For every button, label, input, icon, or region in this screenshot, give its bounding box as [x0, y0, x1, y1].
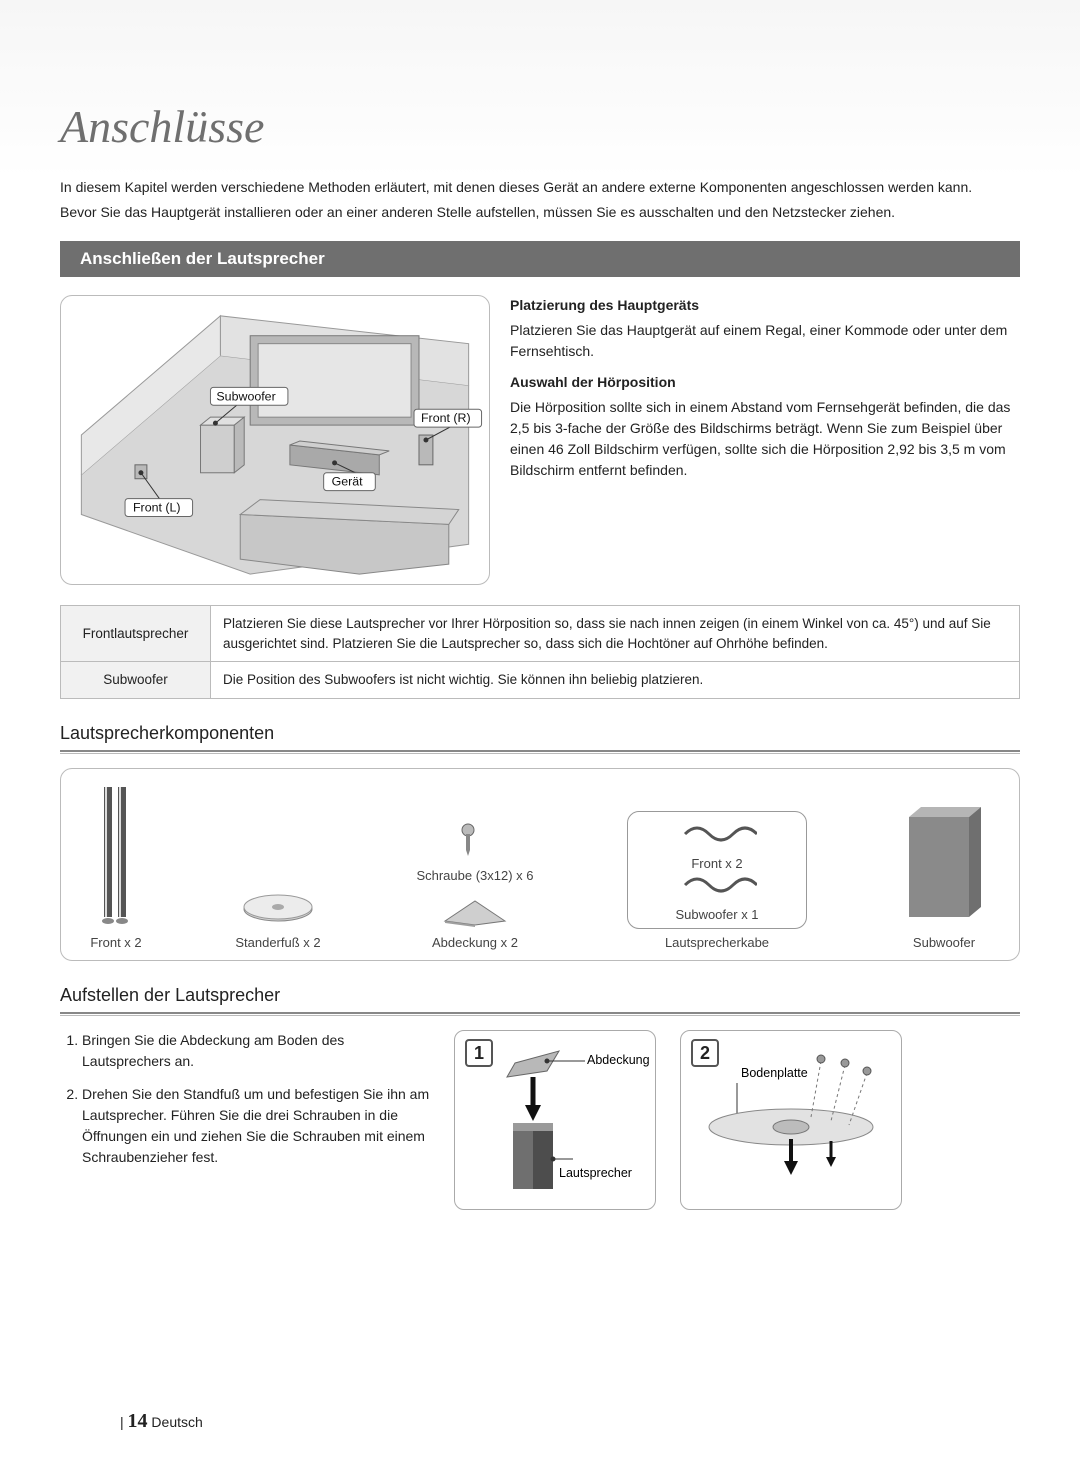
page-number: 14	[128, 1410, 148, 1432]
step1-abdeckung-label: Abdeckung	[587, 1053, 650, 1067]
room-label-front-l: Front (L)	[133, 501, 181, 515]
divider	[60, 1012, 1020, 1014]
step-diagram-2: 2 Bodenplatte	[680, 1030, 902, 1210]
placement-head2: Auswahl der Hörposition	[510, 372, 1020, 393]
divider	[60, 753, 1020, 754]
step-diagram-1: 1 Abdeckung Lautsprecher	[454, 1030, 656, 1210]
room-and-placement: Subwoofer Front (R) Gerät Front (L) Plat…	[60, 295, 1020, 585]
step-1-number: 1	[465, 1039, 493, 1067]
divider	[60, 750, 1020, 752]
comp-cable-box: Front x 2 Subwoofer x 1 Lautsprecherkabe	[627, 811, 807, 950]
manual-page: Anschlüsse In diesem Kapitel werden vers…	[0, 0, 1080, 1479]
divider	[60, 1015, 1020, 1016]
table-th-sub: Subwoofer	[61, 662, 211, 699]
table-row: Subwoofer Die Position des Subwoofers is…	[61, 662, 1020, 699]
comp-stand: Standerfuß x 2	[233, 887, 323, 950]
table-row: Frontlautsprecher Platzieren Sie diese L…	[61, 606, 1020, 662]
placement-body2: Die Hörposition sollte sich in einem Abs…	[510, 397, 1020, 481]
step-2-text: Drehen Sie den Standfuß um und befestige…	[82, 1084, 430, 1168]
room-diagram: Subwoofer Front (R) Gerät Front (L)	[60, 295, 490, 585]
comp-subwoofer-label: Subwoofer	[889, 935, 999, 950]
intro-p1: In diesem Kapitel werden verschiedene Me…	[60, 177, 1020, 198]
components-box: Front x 2 Standerfuß x 2 Schraube (3x12)	[60, 768, 1020, 961]
comp-front-label: Front x 2	[81, 935, 151, 950]
room-label-front-r: Front (R)	[421, 411, 471, 425]
intro-block: In diesem Kapitel werden verschiedene Me…	[60, 177, 1020, 223]
room-label-subwoofer: Subwoofer	[216, 389, 275, 403]
step-1-text: Bringen Sie die Abdeckung am Boden des L…	[82, 1030, 430, 1072]
subsection-setup: Aufstellen der Lautsprecher	[60, 985, 1020, 1006]
step2-bodenplatte-label: Bodenplatte	[741, 1066, 808, 1080]
comp-cover-screw: Schraube (3x12) x 6 Abdeckung x 2	[405, 820, 545, 950]
comp-subwoofer: Subwoofer	[889, 807, 999, 950]
page-title: Anschlüsse	[60, 100, 1020, 153]
setup-steps-text: Bringen Sie die Abdeckung am Boden des L…	[60, 1030, 430, 1210]
page-footer: | 14 Deutsch	[120, 1410, 203, 1433]
placement-head1: Platzierung des Hauptgeräts	[510, 295, 1020, 316]
comp-stand-label: Standerfuß x 2	[233, 935, 323, 950]
comp-front-speakers: Front x 2	[81, 787, 151, 950]
comp-cable-label: Lautsprecherkabe	[627, 935, 807, 950]
footer-lang: Deutsch	[151, 1414, 202, 1430]
subsection-components: Lautsprecherkomponenten	[60, 723, 1020, 744]
placement-table: Frontlautsprecher Platzieren Sie diese L…	[60, 605, 1020, 699]
table-td-sub: Die Position des Subwoofers ist nicht wi…	[211, 662, 1020, 699]
step1-lautsprecher-label: Lautsprecher	[559, 1166, 632, 1180]
section-connect-speakers: Anschließen der Lautsprecher	[60, 241, 1020, 277]
room-label-geraet: Gerät	[332, 475, 364, 489]
placement-body1: Platzieren Sie das Hauptgerät auf einem …	[510, 320, 1020, 362]
intro-p2: Bevor Sie das Hauptgerät installieren od…	[60, 202, 1020, 223]
placement-text: Platzierung des Hauptgeräts Platzieren S…	[510, 295, 1020, 585]
comp-cable-front: Front x 2	[646, 856, 788, 871]
comp-screw-label: Schraube (3x12) x 6	[405, 868, 545, 883]
table-th-front: Frontlautsprecher	[61, 606, 211, 662]
step-2-number: 2	[691, 1039, 719, 1067]
comp-cable-sub: Subwoofer x 1	[646, 907, 788, 922]
footer-bar: |	[120, 1414, 124, 1430]
comp-cover-label: Abdeckung x 2	[405, 935, 545, 950]
table-td-front: Platzieren Sie diese Lautsprecher vor Ih…	[211, 606, 1020, 662]
setup-row: Bringen Sie die Abdeckung am Boden des L…	[60, 1030, 1020, 1210]
